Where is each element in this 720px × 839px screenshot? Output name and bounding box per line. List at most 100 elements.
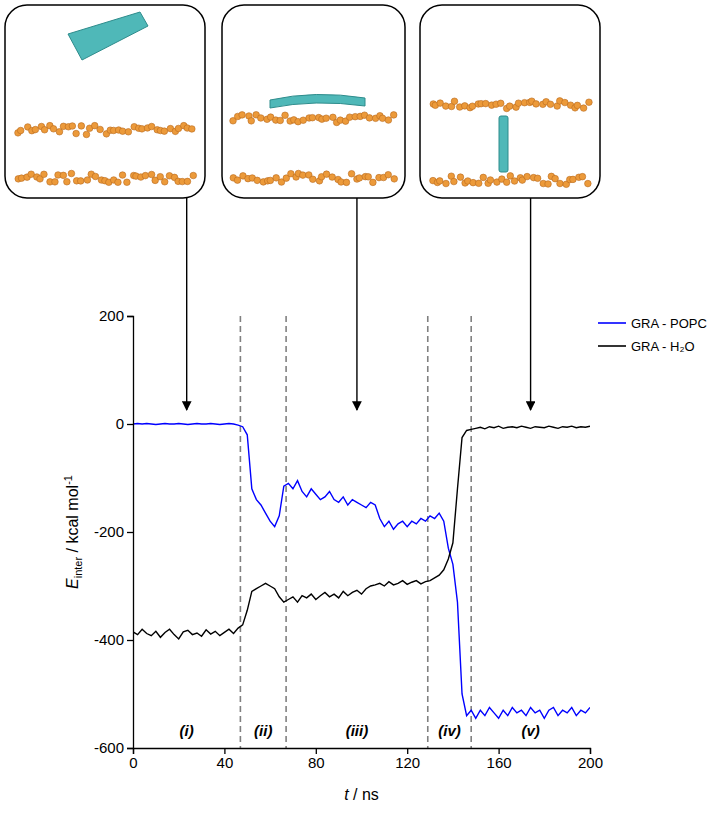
lipid-bead	[503, 179, 510, 186]
axis-line	[134, 749, 591, 755]
tick: 160	[487, 748, 512, 771]
lipid-bead	[73, 130, 80, 137]
lipid-bead	[579, 173, 586, 180]
y-axis: -600-400-2000200	[94, 307, 134, 756]
lipid-bead	[124, 179, 131, 186]
tick-label: 80	[308, 754, 325, 771]
lipid-bead	[497, 100, 504, 107]
y-axis-title-subscript: inter	[72, 557, 84, 579]
region-label: (iii)	[346, 722, 369, 739]
lipid-bead	[92, 173, 99, 180]
graphene-sheet	[68, 12, 148, 60]
lipid-bead	[547, 101, 554, 108]
lipid-bead	[254, 177, 261, 184]
lipid-bead	[366, 115, 373, 122]
tick-mark	[127, 532, 133, 533]
region-label: (ii)	[254, 722, 272, 739]
lipid-bead	[580, 105, 587, 112]
snapshot-panel	[5, 5, 205, 198]
chart: 04080120160200-600-400-2000200t / nsEint…	[0, 0, 720, 839]
region-divider	[470, 316, 472, 748]
region-label: (iv)	[438, 722, 461, 739]
snapshot-frame	[420, 5, 600, 198]
lipid-bead	[32, 126, 39, 133]
tick-mark	[127, 316, 133, 317]
lipid-bead	[482, 100, 489, 107]
series-line	[133, 423, 590, 718]
legend-label: GRA - POPC	[631, 316, 707, 331]
tick-label: 200	[578, 754, 603, 771]
lipid-bead	[148, 171, 155, 178]
tick: 0	[116, 415, 133, 432]
snapshot-arrow	[356, 198, 357, 410]
lipid-bead	[184, 178, 191, 185]
lipid-bead	[234, 177, 241, 184]
lipid-bead	[189, 126, 196, 133]
tick: 40	[217, 748, 234, 771]
lipid-bead	[142, 172, 149, 179]
lipid-bead	[451, 98, 458, 105]
lipid-bead	[323, 115, 330, 122]
lipid-bead	[282, 112, 289, 119]
lipid-bead	[83, 131, 90, 138]
lipid-bead	[17, 127, 24, 134]
lipid-bead	[309, 176, 316, 183]
tick-label: 120	[395, 754, 420, 771]
lipid-bead	[480, 174, 487, 181]
lipid-bead	[161, 128, 168, 135]
lipid-bead	[190, 172, 197, 179]
lipid-bead	[557, 180, 564, 187]
lipid-bead	[97, 126, 104, 133]
tick-label: 160	[487, 754, 512, 771]
y-axis-title-text: / kcal mol	[64, 485, 81, 557]
lipid-bead	[68, 170, 75, 177]
lipid-bead	[534, 175, 541, 182]
legend-swatch	[598, 322, 626, 324]
tick: -400	[94, 631, 133, 648]
tick: 0	[129, 748, 137, 771]
tick: 200	[578, 748, 603, 771]
region-divider	[427, 316, 429, 748]
lipid-bead	[533, 101, 540, 108]
legend-label: GRA - H₂O	[631, 339, 695, 354]
legend: GRA - POPC GRA - H₂O	[598, 316, 707, 354]
tick-label: 40	[217, 754, 234, 771]
y-axis-title-superscript: -1	[62, 475, 74, 485]
lipid-bead	[239, 112, 246, 119]
lipid-bead	[78, 123, 85, 130]
lipid-bead	[248, 118, 255, 125]
region-label: (i)	[180, 722, 194, 739]
x-axis: 0 40 80 120 160 200	[129, 748, 603, 771]
tick-label: 0	[116, 415, 124, 432]
tick-mark	[127, 424, 133, 425]
axis-line	[127, 317, 134, 749]
graphene-sheet	[270, 94, 365, 108]
tick: 120	[395, 748, 420, 771]
tick-mark	[127, 640, 133, 641]
snapshots	[5, 5, 600, 198]
lipid-bead	[84, 177, 91, 184]
lipid-bead	[391, 176, 398, 183]
tick-label: -200	[94, 523, 124, 540]
tick: -600	[94, 739, 133, 756]
lipid-bead	[60, 172, 67, 179]
tick: -200	[94, 523, 133, 540]
tick-label: -600	[94, 739, 124, 756]
x-axis-title-text: / ns	[349, 786, 379, 803]
snapshot-frame	[222, 5, 405, 198]
lipid-bead	[370, 179, 377, 186]
lipid-bead	[586, 99, 593, 106]
lipid-bead	[69, 123, 76, 130]
lipid-bead	[443, 180, 450, 187]
snapshot-panel	[420, 5, 600, 198]
lipid-bead	[309, 114, 316, 121]
lipid-bead	[385, 171, 392, 178]
lipid-bead	[257, 115, 264, 122]
lipid-bead	[356, 175, 363, 182]
y-axis-title-symbol: E	[64, 578, 81, 589]
lipid-bead	[348, 170, 355, 177]
lipid-bead	[475, 180, 482, 187]
lipid-bead	[161, 178, 168, 185]
tick-mark	[127, 748, 133, 749]
lipid-bead	[52, 179, 59, 186]
